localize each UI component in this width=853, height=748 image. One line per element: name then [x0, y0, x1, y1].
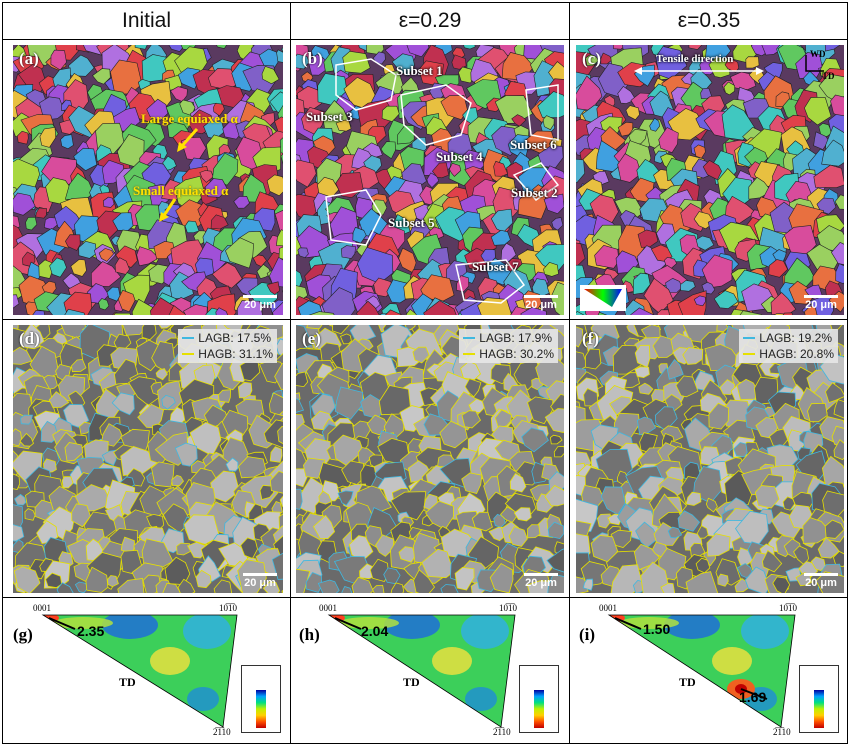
lagb-fraction: LAGB: 17.5%: [198, 331, 272, 345]
subset-label: Subset 7: [472, 259, 519, 274]
subset-label: Subset 5: [388, 215, 435, 230]
boundary-legend: LAGB: 17.9% HAGB: 30.2%: [459, 329, 558, 363]
td-axis-label: TD: [119, 675, 136, 689]
sample-axes-icon: WD TD: [800, 49, 838, 83]
subset-label: Subset 6: [510, 137, 557, 152]
tensile-direction-label: Tensile direction: [656, 53, 734, 65]
scale-bar: 20 μm: [804, 295, 838, 311]
max-intensity-value: 2.04: [361, 623, 389, 639]
corner-label-1010: 10̅1̅0: [499, 603, 517, 613]
panel-label: (e): [302, 329, 321, 348]
corner-label-0001: 0001: [319, 603, 337, 613]
subset-outlines: [325, 58, 560, 304]
secondary-intensity-value: 1.69: [739, 689, 767, 705]
boundary-legend: LAGB: 17.5% HAGB: 31.1%: [178, 329, 277, 363]
hagb-fraction: HAGB: 20.8%: [759, 347, 834, 361]
panel-label: (i): [579, 625, 596, 644]
scale-bar: 20 μm: [524, 295, 558, 311]
panel-label: (d): [19, 329, 40, 348]
row-divider: [3, 597, 847, 598]
arrow-icon: [177, 128, 199, 152]
panel-label: (b): [302, 49, 323, 68]
hagb-fraction: HAGB: 30.2%: [479, 347, 554, 361]
panel-label: (a): [19, 49, 39, 68]
boundary-map-e: (e) LAGB: 17.9% HAGB: 30.2% 20 μm: [296, 325, 564, 593]
panel-label: (c): [582, 49, 601, 68]
column-header-strain-035: ε=0.35: [677, 9, 741, 32]
scale-bar: 20 μm: [804, 573, 838, 589]
subset-label: Subset 4: [436, 149, 483, 164]
panel-label: (f): [582, 329, 599, 348]
hagb-fraction: HAGB: 31.1%: [198, 347, 273, 361]
ipf-color-key-icon: [580, 285, 626, 311]
corner-label-2110: 2̅1̅10: [493, 727, 511, 737]
pole-figure-i: 0001 10̅1̅0 2̅1̅10 (i) 1.50 1.69 TD: [573, 601, 845, 741]
scale-bar: 20 μm: [524, 573, 558, 589]
scale-bar: 20 μm: [243, 295, 277, 311]
colorbar-legend: [241, 665, 281, 733]
ipf-map-b: (b) Subset 1 Subset 2 Subset 3 Subset 4 …: [296, 45, 564, 315]
double-arrow-icon: [634, 67, 764, 75]
td-axis-label: TD: [403, 675, 420, 689]
corner-label-2110: 2̅1̅10: [773, 727, 791, 737]
row-divider: [3, 319, 847, 320]
column-divider: [290, 3, 291, 743]
annotation-small-alpha: Small equiaxed α: [133, 183, 229, 198]
corner-label-0001: 0001: [599, 603, 617, 613]
boundary-legend: LAGB: 19.2% HAGB: 20.8%: [739, 329, 838, 363]
ipf-map-a: (a) Large equiaxed α Small equiaxed α 20…: [13, 45, 283, 315]
column-divider: [569, 3, 570, 743]
corner-label-0001: 0001: [33, 603, 51, 613]
pole-figure-g: 0001 10̅1̅0 2̅1̅10 (g) 2.35 TD: [7, 601, 287, 741]
subset-label: Subset 2: [511, 185, 558, 200]
pole-figure-h: 0001 10̅1̅0 2̅1̅10 (h) 2.04 TD: [293, 601, 565, 741]
panel-label: (g): [13, 625, 33, 644]
column-header-strain-029: ε=0.29: [398, 9, 462, 32]
corner-label-1010: 10̅1̅0: [219, 603, 237, 613]
corner-label-2110: 2̅1̅10: [213, 727, 231, 737]
subset-label: Subset 3: [306, 109, 353, 124]
boundary-map-f: (f) LAGB: 19.2% HAGB: 20.8% 20 μm: [576, 325, 844, 593]
max-intensity-value: 2.35: [77, 623, 105, 639]
td-axis-label: TD: [679, 675, 696, 689]
scale-bar: 20 μm: [243, 573, 277, 589]
corner-label-1010: 10̅1̅0: [779, 603, 797, 613]
colorbar-legend: [519, 665, 559, 733]
subset-label: Subset 1: [396, 63, 443, 78]
column-header-initial: Initial: [121, 9, 172, 32]
lagb-fraction: LAGB: 19.2%: [759, 331, 833, 345]
max-intensity-value: 1.50: [643, 621, 671, 637]
lagb-fraction: LAGB: 17.9%: [479, 331, 553, 345]
panel-label: (h): [299, 625, 320, 644]
row-divider: [3, 39, 847, 40]
ipf-map-c: (c) Tensile direction WD TD 20 μm: [576, 45, 844, 315]
arrow-icon: [159, 198, 177, 222]
boundary-map-d: (d) LAGB: 17.5% HAGB: 31.1% 20 μm: [13, 325, 283, 593]
annotation-large-alpha: Large equiaxed α: [141, 111, 238, 126]
colorbar-legend: [799, 665, 839, 733]
